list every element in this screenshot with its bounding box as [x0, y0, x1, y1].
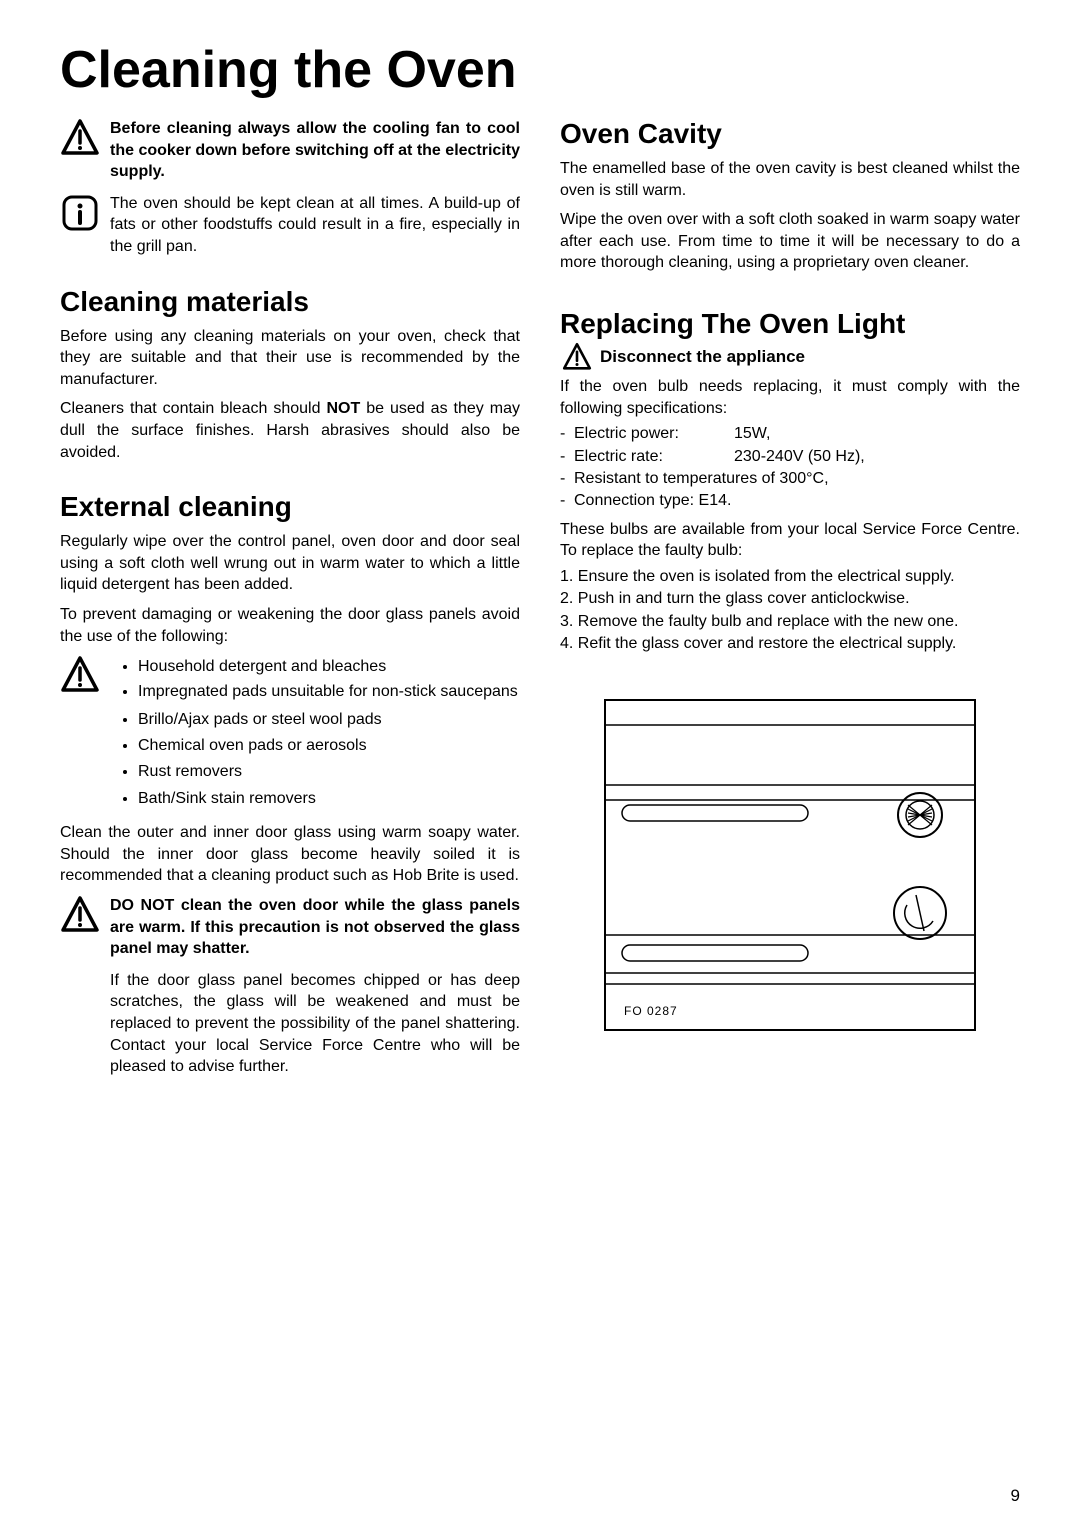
warning-2-text: DO NOT clean the oven door while the gla…: [110, 895, 520, 960]
list-item: Chemical oven pads or aerosols: [138, 733, 520, 759]
disconnect-block: Disconnect the appliance: [560, 342, 1020, 372]
oven-illustration: FO 0287: [600, 695, 980, 1035]
disconnect-text: Disconnect the appliance: [600, 347, 805, 367]
warning-2-follow: If the door glass panel becomes chipped …: [60, 970, 520, 1078]
bullets-with-icon: Household detergent and bleaches Impregn…: [60, 655, 520, 705]
step: 2. Push in and turn the glass cover anti…: [560, 588, 1020, 610]
external-para-3: Clean the outer and inner door glass usi…: [60, 822, 520, 887]
avoid-list-a: Household detergent and bleaches Impregn…: [110, 655, 518, 705]
warning-icon: [560, 342, 594, 372]
replace-para-2: These bulbs are available from your loca…: [560, 519, 1020, 562]
spec-list: - Electric power: 15W, - Electric rate: …: [560, 423, 1020, 513]
steps-list: 1. Ensure the oven is isolated from the …: [560, 566, 1020, 656]
materials-para-1: Before using any cleaning materials on y…: [60, 326, 520, 391]
info-1-text: The oven should be kept clean at all tim…: [110, 193, 520, 258]
warning-icon: [60, 118, 100, 158]
oven-diagram: FO 0287: [560, 695, 1020, 1040]
warning-icon: [60, 655, 100, 695]
step: 1. Ensure the oven is isolated from the …: [560, 566, 1020, 588]
page-number: 9: [1011, 1486, 1020, 1506]
figure-label-text: FO 0287: [624, 1004, 678, 1018]
external-para-2: To prevent damaging or weakening the doo…: [60, 604, 520, 647]
heading-replacing-light: Replacing The Oven Light: [560, 308, 1020, 340]
content-columns: Before cleaning always allow the cooling…: [60, 118, 1020, 1088]
spec-label: Electric power:: [574, 423, 734, 445]
spec-value: 15W,: [734, 423, 770, 445]
avoid-list-b: Brillo/Ajax pads or steel wool pads Chem…: [60, 707, 520, 813]
list-item: Household detergent and bleaches: [138, 655, 518, 680]
warning-icon: [60, 895, 100, 935]
left-column: Before cleaning always allow the cooling…: [60, 118, 520, 1088]
dash: -: [560, 490, 574, 512]
external-para-1: Regularly wipe over the control panel, o…: [60, 531, 520, 596]
list-item: Rust removers: [138, 759, 520, 785]
materials-p2-not: NOT: [326, 400, 360, 417]
step: 3. Remove the faulty bulb and replace wi…: [560, 611, 1020, 633]
list-item: Impregnated pads unsuitable for non-stic…: [138, 680, 518, 705]
materials-p2-a: Cleaners that contain bleach should: [60, 400, 326, 417]
heading-external-cleaning: External cleaning: [60, 491, 520, 523]
cavity-para-2: Wipe the oven over with a soft cloth soa…: [560, 209, 1020, 274]
spec-row: - Resistant to temperatures of 300°C,: [560, 468, 1020, 490]
spec-row: - Electric rate: 230-240V (50 Hz),: [560, 446, 1020, 468]
heading-cleaning-materials: Cleaning materials: [60, 286, 520, 318]
dash: -: [560, 446, 574, 468]
right-column: Oven Cavity The enamelled base of the ov…: [560, 118, 1020, 1088]
list-item: Bath/Sink stain removers: [138, 786, 520, 812]
warning-block-2: DO NOT clean the oven door while the gla…: [60, 895, 520, 960]
dash: -: [560, 468, 574, 490]
replace-para-1: If the oven bulb needs replacing, it mus…: [560, 376, 1020, 419]
materials-para-2: Cleaners that contain bleach should NOT …: [60, 398, 520, 463]
dash: -: [560, 423, 574, 445]
cavity-para-1: The enamelled base of the oven cavity is…: [560, 158, 1020, 201]
spec-label: Connection type: E14.: [574, 490, 731, 512]
warning-1-text: Before cleaning always allow the cooling…: [110, 118, 520, 183]
spec-label: Resistant to temperatures of 300°C,: [574, 468, 829, 490]
spec-label: Electric rate:: [574, 446, 734, 468]
spec-row: - Electric power: 15W,: [560, 423, 1020, 445]
step: 4. Refit the glass cover and restore the…: [560, 633, 1020, 655]
info-block-1: The oven should be kept clean at all tim…: [60, 193, 520, 258]
spec-row: - Connection type: E14.: [560, 490, 1020, 512]
list-item: Brillo/Ajax pads or steel wool pads: [138, 707, 520, 733]
page-title: Cleaning the Oven: [60, 40, 1020, 100]
spec-value: 230-240V (50 Hz),: [734, 446, 865, 468]
warning-block-1: Before cleaning always allow the cooling…: [60, 118, 520, 183]
heading-oven-cavity: Oven Cavity: [560, 118, 1020, 150]
info-icon: [60, 193, 100, 233]
